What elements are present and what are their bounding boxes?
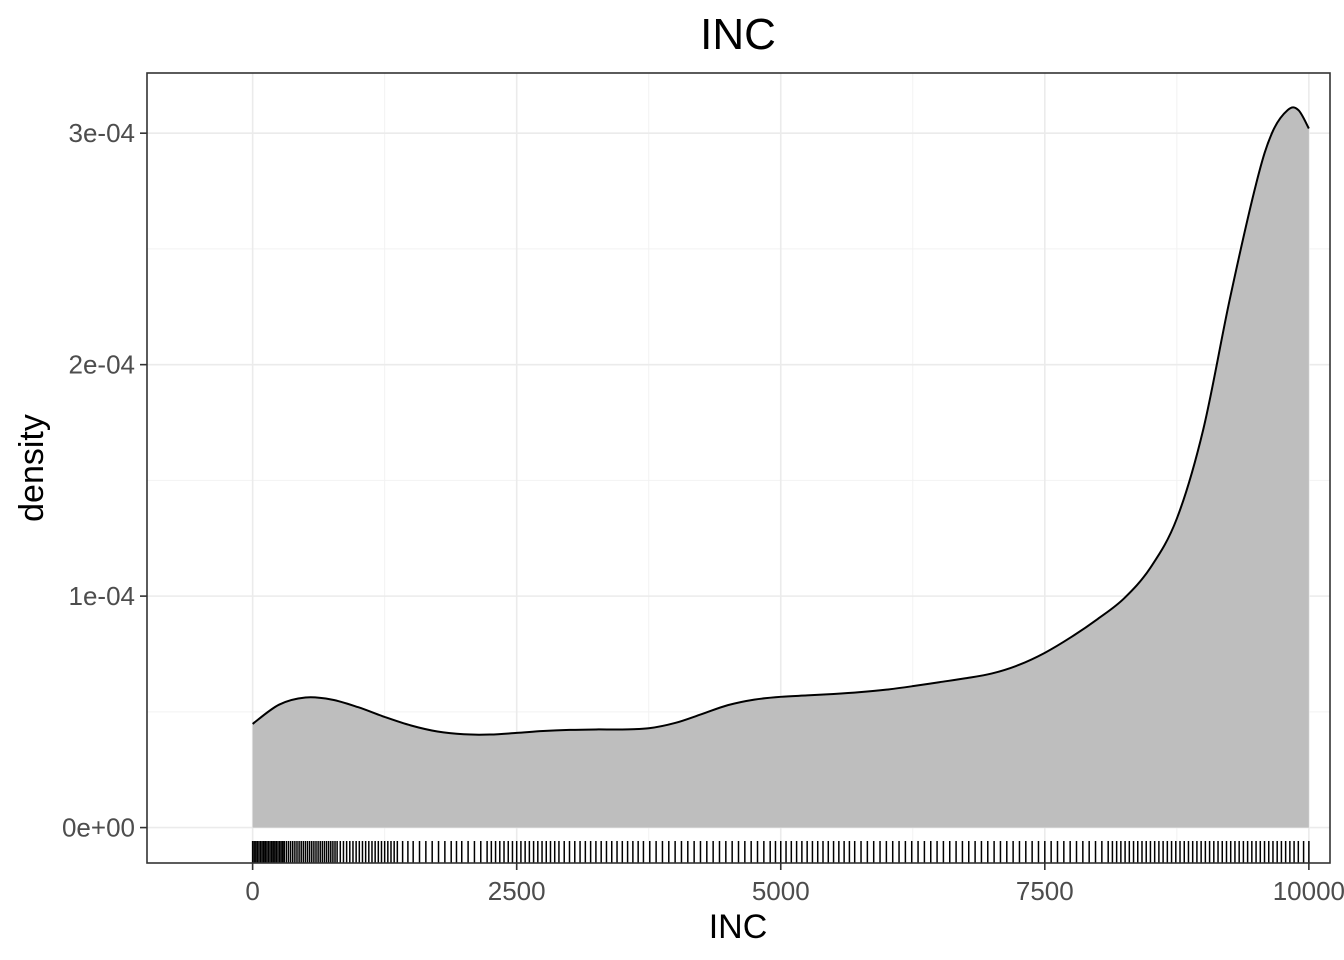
y-axis-ticks: 0e+00 1e-04 2e-04 3e-04 (62, 118, 147, 843)
y-tick-label: 2e-04 (69, 350, 136, 380)
density-line (252, 106, 1310, 736)
rug-marks (251, 841, 1310, 863)
minor-grid (147, 73, 1330, 863)
y-tick-label: 3e-04 (69, 118, 136, 148)
chart-title: INC (700, 10, 776, 59)
y-tick-label: 0e+00 (62, 813, 135, 843)
x-tick-label: 0 (245, 876, 259, 906)
y-tick-label: 1e-04 (69, 581, 136, 611)
x-axis-ticks: 0 2500 5000 7500 10000 (245, 863, 1344, 906)
plot-border (146, 72, 1331, 864)
density-area (252, 107, 1309, 828)
x-tick-label: 5000 (752, 876, 810, 906)
x-tick-label: 2500 (488, 876, 546, 906)
x-tick-label: 7500 (1016, 876, 1074, 906)
x-tick-label: 10000 (1273, 876, 1344, 906)
x-axis-title: INC (709, 908, 768, 946)
y-axis-title: density (13, 414, 51, 522)
